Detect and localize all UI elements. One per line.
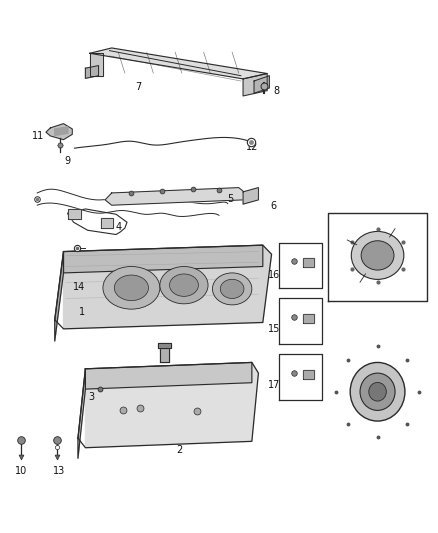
Ellipse shape: [220, 279, 244, 298]
Text: 8: 8: [273, 86, 279, 96]
Polygon shape: [55, 127, 68, 135]
Polygon shape: [78, 369, 85, 458]
Polygon shape: [328, 213, 427, 301]
Ellipse shape: [351, 231, 404, 279]
Polygon shape: [160, 348, 169, 362]
Polygon shape: [303, 259, 314, 268]
Text: 5: 5: [227, 194, 233, 204]
Polygon shape: [279, 243, 322, 288]
Text: 10: 10: [15, 466, 27, 475]
Text: 16: 16: [268, 270, 280, 280]
Polygon shape: [46, 124, 72, 140]
Polygon shape: [64, 245, 272, 329]
Polygon shape: [85, 362, 258, 448]
Text: 6: 6: [271, 201, 277, 211]
Polygon shape: [68, 209, 81, 219]
Polygon shape: [158, 343, 171, 348]
Polygon shape: [254, 76, 269, 93]
Ellipse shape: [212, 273, 252, 305]
Text: 13: 13: [53, 466, 65, 475]
Polygon shape: [64, 245, 263, 273]
Polygon shape: [303, 370, 314, 379]
Text: 17: 17: [268, 381, 280, 390]
Ellipse shape: [361, 241, 394, 270]
Polygon shape: [243, 74, 267, 96]
Text: 7: 7: [135, 83, 141, 92]
Polygon shape: [303, 314, 314, 324]
Ellipse shape: [160, 266, 208, 304]
Polygon shape: [85, 66, 99, 78]
Polygon shape: [55, 252, 64, 341]
Polygon shape: [101, 218, 113, 228]
Polygon shape: [90, 48, 267, 79]
Ellipse shape: [369, 383, 386, 401]
Ellipse shape: [350, 362, 405, 421]
Text: 1: 1: [79, 307, 85, 317]
Text: 12: 12: [246, 142, 258, 151]
Polygon shape: [105, 188, 245, 205]
Polygon shape: [85, 362, 252, 389]
Text: 14: 14: [73, 282, 85, 292]
Text: 18: 18: [364, 247, 376, 257]
Text: 9: 9: [65, 157, 71, 166]
Text: 4: 4: [115, 222, 121, 231]
Text: 19: 19: [364, 405, 376, 414]
Ellipse shape: [170, 274, 198, 296]
Polygon shape: [279, 354, 322, 400]
Ellipse shape: [103, 266, 160, 309]
Text: 2: 2: [177, 446, 183, 455]
Ellipse shape: [114, 275, 148, 301]
Polygon shape: [90, 53, 103, 76]
Ellipse shape: [360, 373, 395, 410]
Polygon shape: [243, 188, 258, 204]
Text: 11: 11: [32, 131, 44, 141]
Polygon shape: [279, 298, 322, 344]
Text: 15: 15: [268, 325, 280, 334]
Text: 3: 3: [88, 392, 94, 402]
